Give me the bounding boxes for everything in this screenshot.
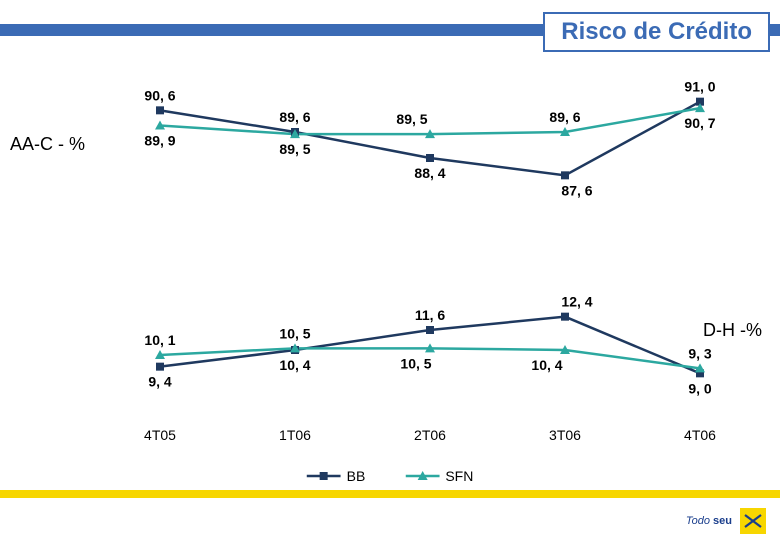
svg-text:89, 9: 89, 9 — [144, 133, 175, 149]
svg-text:89, 5: 89, 5 — [396, 111, 427, 127]
legend: BB SFN — [307, 468, 474, 484]
svg-text:1T06: 1T06 — [279, 427, 311, 443]
footer: Todo seu — [686, 508, 766, 534]
svg-text:91, 0: 91, 0 — [684, 79, 715, 95]
legend-item-sfn: SFN — [405, 468, 473, 484]
yellow-divider — [0, 490, 780, 498]
svg-text:90, 6: 90, 6 — [144, 87, 175, 103]
svg-text:88, 4: 88, 4 — [414, 165, 445, 181]
svg-text:89, 5: 89, 5 — [279, 141, 310, 157]
legend-label: BB — [347, 468, 366, 484]
footer-text-bold: seu — [713, 515, 732, 527]
svg-text:10, 1: 10, 1 — [144, 332, 175, 348]
title-bar: Risco de Crédito — [0, 10, 780, 48]
bb-logo-icon — [740, 508, 766, 534]
svg-text:10, 4: 10, 4 — [279, 357, 310, 373]
svg-text:89, 6: 89, 6 — [279, 109, 310, 125]
chart-svg: 90, 6 89, 6 88, 4 87, 6 91, 0 89, 9 89, 5 89, 5… — [0, 60, 780, 460]
footer-text-italic: Todo — [686, 515, 710, 527]
svg-text:87, 6: 87, 6 — [561, 182, 592, 198]
chart-area: AA-C - % D-H -% 90, 689, 688, 487, 691, … — [0, 60, 780, 460]
page-title: Risco de Crédito — [543, 12, 770, 52]
legend-label: SFN — [445, 468, 473, 484]
svg-text:10, 4: 10, 4 — [531, 357, 562, 373]
svg-text:10, 5: 10, 5 — [279, 325, 310, 341]
svg-text:3T06: 3T06 — [549, 427, 581, 443]
svg-text:9, 3: 9, 3 — [688, 345, 712, 361]
footer-text: Todo seu — [686, 515, 732, 527]
svg-text:4T06: 4T06 — [684, 427, 716, 443]
svg-text:4T05: 4T05 — [144, 427, 176, 443]
legend-item-bb: BB — [307, 468, 366, 484]
svg-text:90, 7: 90, 7 — [684, 115, 715, 131]
svg-text:2T06: 2T06 — [414, 427, 446, 443]
svg-text:9, 0: 9, 0 — [688, 380, 712, 396]
svg-text:89, 6: 89, 6 — [549, 109, 580, 125]
svg-text:10, 5: 10, 5 — [400, 355, 431, 371]
svg-text:9, 4: 9, 4 — [148, 374, 172, 390]
svg-text:12, 4: 12, 4 — [561, 294, 592, 310]
svg-text:11, 6: 11, 6 — [415, 307, 446, 323]
